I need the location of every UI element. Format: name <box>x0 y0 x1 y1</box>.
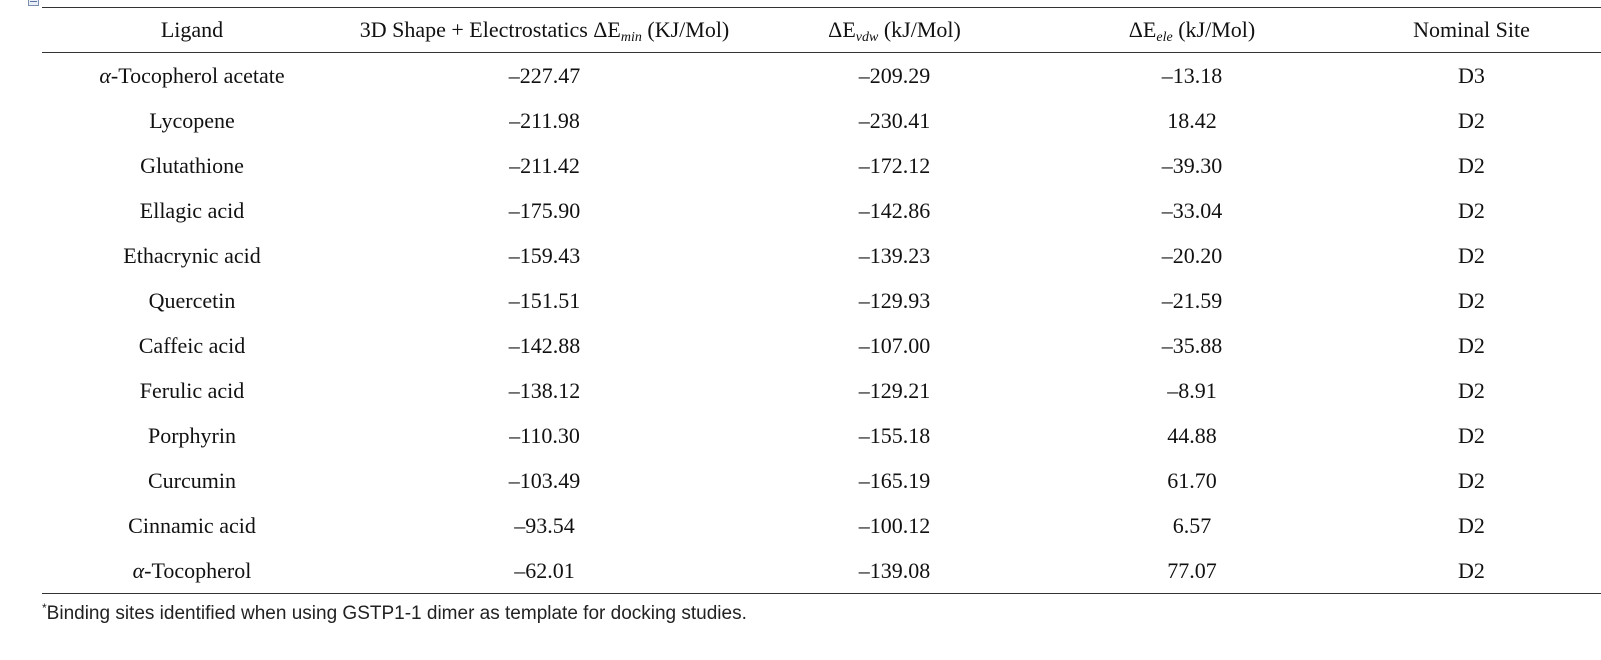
table-row: Porphyrin –110.30 –155.18 44.88 D2 <box>42 413 1601 458</box>
cell-shape-energy: –211.42 <box>509 152 580 178</box>
cell-ele-energy: –39.30 <box>1161 152 1223 178</box>
ligand-greek-prefix: α <box>99 62 111 88</box>
cell-ligand: Caffeic acid <box>42 323 342 368</box>
cell-shape-energy: –93.54 <box>514 512 575 538</box>
cell-ligand: Ethacrynic acid <box>42 233 342 278</box>
cell-ligand: Ellagic acid <box>42 188 342 233</box>
ligand-name: -Tocopherol acetate <box>110 62 285 88</box>
cell-ligand: Porphyrin <box>42 413 342 458</box>
docking-energy-table: Ligand 3D Shape + Electrostatics ΔEmin (… <box>42 7 1601 594</box>
cell-shape-energy: –138.12 <box>508 377 581 403</box>
cell-ligand: α-Tocopherol acetate <box>42 53 342 99</box>
cell-nominal-site: D2 <box>1458 287 1485 313</box>
footnote-text: Binding sites identified when using GSTP… <box>46 603 747 624</box>
table-row: α-Tocopherol acetate –227.47 –209.29 –13.18… <box>42 53 1601 99</box>
table-row: α-Tocopherol –62.01 –139.08 77.07 D2 <box>42 548 1601 594</box>
cell-ele-energy: 18.42 <box>1167 107 1217 133</box>
cell-ele-energy: –21.59 <box>1161 287 1223 313</box>
ligand-name: -Tocopherol <box>144 557 252 583</box>
cell-nominal-site: D2 <box>1458 422 1485 448</box>
cell-vdw-energy: –155.18 <box>858 422 931 448</box>
header-nominal-site: Nominal Site <box>1413 17 1530 42</box>
cell-vdw-energy: –172.12 <box>858 152 931 178</box>
cell-ele-energy: –33.04 <box>1161 197 1223 223</box>
cell-ele-energy: –13.18 <box>1161 62 1223 88</box>
cell-ligand: Curcumin <box>42 458 342 503</box>
cell-ele-energy: 61.70 <box>1167 467 1217 493</box>
ligand-name: Curcumin <box>148 467 236 493</box>
header-vdw-energy: ΔEvdw (kJ/Mol) <box>828 17 961 45</box>
cell-ele-energy: –35.88 <box>1161 332 1223 358</box>
table-footnote: *Binding sites identified when using GST… <box>42 601 747 625</box>
cell-vdw-energy: –100.12 <box>858 512 931 538</box>
cell-nominal-site: D2 <box>1458 332 1485 358</box>
cell-nominal-site: D2 <box>1458 242 1485 268</box>
cell-nominal-site: D2 <box>1458 197 1485 223</box>
cell-ligand: Ferulic acid <box>42 368 342 413</box>
cell-ligand: α-Tocopherol <box>42 548 342 594</box>
ligand-name: Ethacrynic acid <box>123 242 261 268</box>
cell-ele-energy: 44.88 <box>1167 422 1217 448</box>
cell-vdw-energy: –107.00 <box>858 332 931 358</box>
cell-nominal-site: D3 <box>1458 62 1485 88</box>
table-row: Curcumin –103.49 –165.19 61.70 D2 <box>42 458 1601 503</box>
cell-nominal-site: D2 <box>1458 107 1485 133</box>
cell-ligand: Cinnamic acid <box>42 503 342 548</box>
cell-ele-energy: 6.57 <box>1172 512 1212 538</box>
cell-nominal-site: D2 <box>1458 512 1485 538</box>
cell-nominal-site: D2 <box>1458 467 1485 493</box>
table-header-row: Ligand 3D Shape + Electrostatics ΔEmin (… <box>42 7 1601 53</box>
table-row: Ferulic acid –138.12 –129.21 –8.91 D2 <box>42 368 1601 413</box>
cell-shape-energy: –62.01 <box>514 557 575 583</box>
ligand-name: Ferulic acid <box>139 377 245 403</box>
cell-vdw-energy: –209.29 <box>858 62 931 88</box>
cell-shape-energy: –103.49 <box>508 467 581 493</box>
cell-vdw-energy: –139.08 <box>858 557 931 583</box>
cell-shape-energy: –211.98 <box>509 107 580 133</box>
ligand-name: Cinnamic acid <box>128 512 256 538</box>
cell-ele-energy: 77.07 <box>1167 557 1217 583</box>
ligand-name: Quercetin <box>148 287 236 313</box>
ligand-name: Ellagic acid <box>139 197 245 223</box>
cell-vdw-energy: –142.86 <box>858 197 931 223</box>
ligand-greek-prefix: α <box>132 557 145 583</box>
cell-ligand: Lycopene <box>42 98 342 143</box>
cell-vdw-energy: –129.93 <box>858 287 931 313</box>
ligand-name: Porphyrin <box>148 422 236 448</box>
header-shape-electrostatics: 3D Shape + Electrostatics ΔEmin (KJ/Mol) <box>359 17 730 45</box>
cell-vdw-energy: –129.21 <box>858 377 931 403</box>
cell-ligand: Quercetin <box>42 278 342 323</box>
ligand-name: Caffeic acid <box>138 332 246 358</box>
table-row: Lycopene –211.98 –230.41 18.42 D2 <box>42 98 1601 143</box>
table-row: Quercetin –151.51 –129.93 –21.59 D2 <box>42 278 1601 323</box>
table-row: Cinnamic acid –93.54 –100.12 6.57 D2 <box>42 503 1601 548</box>
table-row: Ethacrynic acid –159.43 –139.23 –20.20 D2 <box>42 233 1601 278</box>
cell-shape-energy: –142.88 <box>508 332 581 358</box>
cell-vdw-energy: –165.19 <box>858 467 931 493</box>
cell-nominal-site: D2 <box>1458 377 1485 403</box>
cell-nominal-site: D2 <box>1458 557 1485 583</box>
results-table-container: Ligand 3D Shape + Electrostatics ΔEmin (… <box>42 7 1601 594</box>
table-row: Glutathione –211.42 –172.12 –39.30 D2 <box>42 143 1601 188</box>
cell-vdw-energy: –230.41 <box>858 107 931 133</box>
cell-shape-energy: –151.51 <box>508 287 581 313</box>
header-ligand: Ligand <box>160 17 224 42</box>
cell-vdw-energy: –139.23 <box>858 242 931 268</box>
cell-ele-energy: –8.91 <box>1167 377 1217 403</box>
cell-ligand: Glutathione <box>42 143 342 188</box>
expand-table-icon[interactable] <box>28 0 39 6</box>
cell-shape-energy: –227.47 <box>508 62 581 88</box>
table-row: Ellagic acid –175.90 –142.86 –33.04 D2 <box>42 188 1601 233</box>
ligand-name: Lycopene <box>149 107 235 133</box>
cell-shape-energy: –110.30 <box>509 422 580 448</box>
cell-ele-energy: –20.20 <box>1161 242 1223 268</box>
table-row: Caffeic acid –142.88 –107.00 –35.88 D2 <box>42 323 1601 368</box>
header-ele-energy: ΔEele (kJ/Mol) <box>1128 17 1256 45</box>
ligand-name: Glutathione <box>140 152 244 178</box>
cell-shape-energy: –175.90 <box>508 197 581 223</box>
footnote-marker: * <box>42 601 47 615</box>
cell-nominal-site: D2 <box>1458 152 1485 178</box>
cell-shape-energy: –159.43 <box>508 242 581 268</box>
